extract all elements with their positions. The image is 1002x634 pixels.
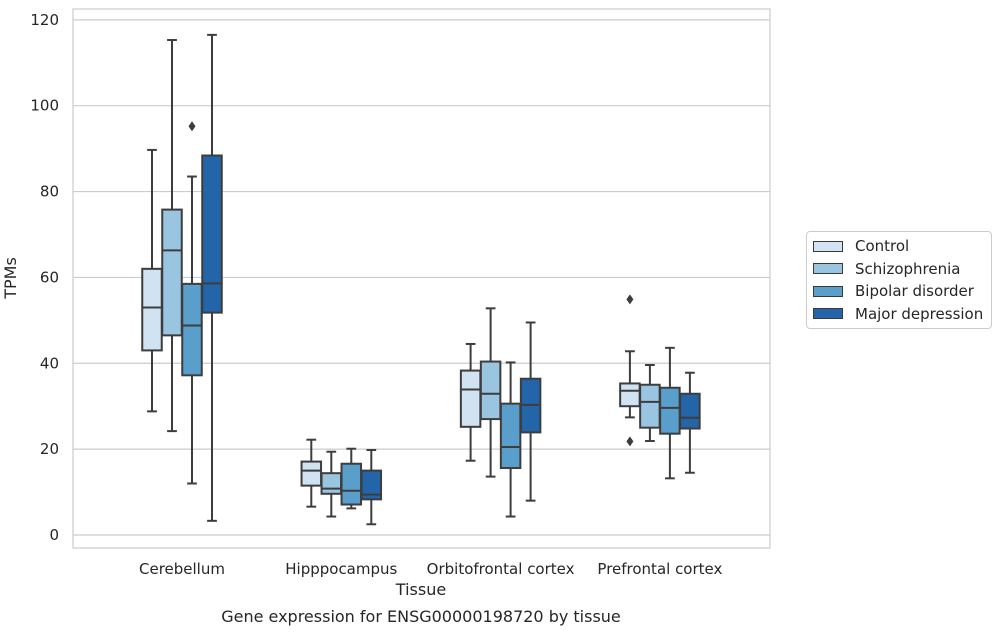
- legend-label: Bipolar disorder: [855, 282, 974, 301]
- box-body: [201, 154, 223, 314]
- legend-label: Schizophrenia: [855, 259, 961, 278]
- plot-frame: [72, 8, 771, 549]
- box-1-3: [639, 363, 661, 442]
- box-3-0: [201, 33, 223, 522]
- y-axis-label: TPMs: [1, 257, 20, 300]
- y-tick-label: 20: [40, 440, 59, 458]
- box-1-0: [161, 39, 183, 433]
- x-tick-label: Orbitofrontal cortex: [427, 560, 575, 578]
- box-2-3: [659, 346, 681, 480]
- box-body: [300, 460, 323, 487]
- outlier-point: [626, 294, 634, 305]
- y-tick-label: 120: [30, 11, 59, 29]
- x-tick-label: Cerebellum: [139, 560, 225, 578]
- box-plots: [141, 33, 701, 526]
- box-body: [499, 402, 522, 470]
- x-tick-label: Hipppocampus: [285, 560, 397, 578]
- box-body: [639, 383, 661, 429]
- box-2-2: [499, 361, 522, 518]
- y-tick-label: 100: [30, 97, 59, 115]
- y-tick-labels: 0 20 40 60 80 100 120: [30, 11, 59, 544]
- y-tick-label: 0: [49, 526, 59, 544]
- box-body: [479, 360, 502, 421]
- legend: Control Schizophrenia Bipolar disorder Majo…: [806, 231, 992, 329]
- box-body: [320, 472, 343, 495]
- legend-item: Major depression: [807, 303, 991, 326]
- legend-item: Schizophrenia: [807, 258, 991, 281]
- box-body: [340, 462, 363, 506]
- y-tick-label: 40: [40, 354, 59, 372]
- y-tick-label: 80: [40, 183, 59, 201]
- legend-swatch: [813, 308, 843, 320]
- box-body: [679, 392, 701, 430]
- legend-item: Bipolar disorder: [807, 280, 991, 303]
- box-body: [459, 369, 482, 428]
- y-tick-label: 60: [40, 268, 59, 286]
- box-3-2: [519, 321, 542, 502]
- box-body: [141, 267, 163, 352]
- box-0-1: [300, 438, 323, 508]
- box-body: [659, 386, 681, 435]
- box-2-0: [181, 121, 203, 485]
- box-3-1: [360, 448, 383, 526]
- box-body: [619, 382, 641, 408]
- box-3-3: [679, 371, 701, 474]
- box-0-2: [459, 342, 482, 462]
- legend-label: Major depression: [855, 304, 984, 323]
- box-body: [161, 208, 183, 337]
- box-1-2: [479, 307, 502, 478]
- box-0-3: [619, 294, 641, 447]
- box-2-1: [340, 447, 363, 510]
- x-tick-label: Prefrontal cortex: [597, 560, 722, 578]
- x-tick-labels: Cerebellum Hipppocampus Orbitofrontal cort…: [139, 560, 722, 578]
- legend-label: Control: [855, 237, 910, 256]
- legend-item: Control: [807, 235, 991, 258]
- x-axis-label: Tissue: [395, 580, 446, 599]
- legend-swatch: [813, 263, 843, 275]
- outlier-point: [188, 121, 196, 132]
- box-body: [181, 282, 203, 377]
- box-1-1: [320, 450, 343, 518]
- box-body: [360, 469, 383, 501]
- legend-swatch: [813, 240, 843, 252]
- outlier-point: [626, 436, 634, 447]
- legend-swatch: [813, 285, 843, 297]
- box-0-0: [141, 148, 163, 413]
- chart-title: Gene expression for ENSG00000198720 by t…: [221, 607, 621, 626]
